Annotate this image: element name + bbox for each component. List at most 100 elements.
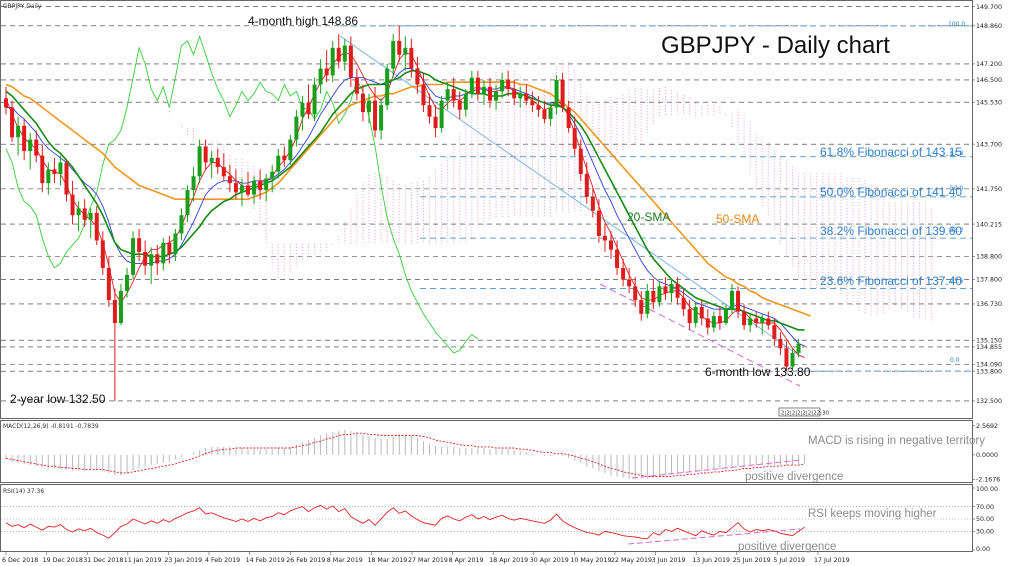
price-tick-label: 136.730 bbox=[976, 301, 1002, 308]
price-tick-label: 147.200 bbox=[976, 61, 1002, 68]
candle-body bbox=[112, 300, 117, 323]
candle-body bbox=[233, 183, 238, 193]
candle-body bbox=[560, 79, 565, 108]
candle-body bbox=[790, 352, 795, 367]
annotation-50-sma: 50-SMA bbox=[716, 212, 759, 226]
candle-body bbox=[10, 107, 15, 138]
fib-tag-23-6: 23.6 bbox=[950, 278, 964, 285]
price-tick-label: 135.150 bbox=[976, 337, 1002, 344]
rsi-axis: 100.00 70.00 50.00 30.00 0.00 bbox=[972, 486, 998, 553]
candle-body bbox=[675, 284, 680, 298]
annotation-20-sma: 20-SMA bbox=[627, 210, 670, 224]
candle-body bbox=[379, 105, 384, 131]
candle-body bbox=[167, 242, 172, 255]
fib-label-38-2: 38.2% Fibonacci of 139.60 bbox=[820, 224, 962, 238]
candle-body bbox=[421, 84, 426, 106]
candle-body bbox=[227, 176, 232, 184]
candle-body bbox=[100, 240, 105, 268]
candle-body bbox=[58, 162, 63, 174]
fibonacci-lines bbox=[340, 25, 972, 372]
candle-body bbox=[602, 235, 607, 241]
candle-body bbox=[173, 233, 178, 255]
candle-body bbox=[40, 155, 45, 184]
candle-body bbox=[373, 100, 378, 131]
candle-body bbox=[94, 212, 99, 241]
macd-annotation: MACD is rising in negative territory bbox=[808, 435, 985, 447]
candle-body bbox=[518, 93, 523, 99]
rsi-divergence-line bbox=[627, 528, 801, 545]
candle-body bbox=[22, 125, 27, 152]
candle-body bbox=[506, 79, 511, 90]
date-tick-label: 11 Jan 2019 bbox=[124, 557, 162, 564]
candle-body bbox=[52, 169, 57, 174]
candle-body bbox=[191, 176, 196, 191]
fib-tag-0: 0.0 bbox=[950, 357, 960, 364]
candle-body bbox=[397, 40, 402, 55]
rsi-tick-label: 100.00 bbox=[976, 486, 998, 493]
candle-body bbox=[276, 155, 281, 172]
date-tick-label: 6 Dec 2018 bbox=[2, 557, 38, 564]
time-marker-label: 2|2|2|2|2|2|22:30 bbox=[781, 411, 829, 417]
price-tick-label: 141.750 bbox=[976, 186, 1002, 193]
date-tick-label: 23 Jan 2019 bbox=[164, 557, 202, 564]
candle-body bbox=[179, 215, 184, 234]
candle-body bbox=[252, 180, 257, 195]
fib-label-23-6: 23.6% Fibonacci of 137.40 bbox=[820, 274, 962, 288]
candle-body bbox=[118, 290, 123, 323]
candle-body bbox=[705, 318, 710, 328]
candle-body bbox=[463, 93, 468, 110]
candle-body bbox=[687, 309, 692, 323]
candle-body bbox=[548, 107, 553, 119]
candle-body bbox=[209, 157, 214, 163]
instrument-label: GBPJPY,Daily bbox=[3, 3, 42, 10]
candle-body bbox=[639, 300, 644, 314]
candle-body bbox=[391, 40, 396, 69]
date-tick-label: 17 Jul 2019 bbox=[814, 557, 850, 564]
macd-label: MACD(12,26,9) -0.8191 -0.7839 bbox=[3, 423, 99, 430]
date-tick-label: 8 Mar 2019 bbox=[327, 557, 363, 564]
candle-body bbox=[590, 196, 595, 211]
price-tick-label: 149.700 bbox=[976, 4, 1002, 11]
date-tick-label: 31 Dec 2018 bbox=[83, 557, 123, 564]
price-tick-label: 148.860 bbox=[976, 23, 1002, 30]
date-tick-label: 14 Feb 2019 bbox=[246, 557, 285, 564]
candle-body bbox=[197, 146, 202, 177]
fib-label-61-8: 61.8% Fibonacci of 143.15 bbox=[820, 145, 962, 159]
candle-body bbox=[657, 286, 662, 303]
candle-body bbox=[294, 116, 299, 140]
date-tick-label: 18 Apr 2019 bbox=[489, 557, 528, 564]
candle-body bbox=[288, 139, 293, 161]
date-tick-label: 3 Jun 2019 bbox=[652, 557, 686, 564]
candle-body bbox=[64, 162, 69, 195]
candle-body bbox=[149, 254, 154, 266]
candle-body bbox=[494, 91, 499, 101]
candle-body bbox=[143, 251, 148, 266]
candle-body bbox=[736, 290, 741, 312]
date-tick-label: 22 May 2019 bbox=[611, 557, 652, 564]
fib-tag-50-0: 50.0 bbox=[950, 185, 964, 192]
price-tick-label: 145.530 bbox=[976, 99, 1002, 106]
candle-body bbox=[723, 309, 728, 323]
candle-body bbox=[530, 100, 535, 106]
candle-body bbox=[699, 306, 704, 319]
candle-body bbox=[161, 242, 166, 264]
candle-body bbox=[88, 212, 93, 220]
candle-body bbox=[596, 210, 601, 236]
candle-body bbox=[778, 339, 783, 349]
candle-body bbox=[796, 343, 801, 353]
sma50-line bbox=[5, 81, 811, 317]
fib-tag-100: 100.0 bbox=[948, 21, 965, 28]
price-tick-label: 143.700 bbox=[976, 141, 1002, 148]
candle-body bbox=[385, 68, 390, 106]
macd-tick-label: -2.1676 bbox=[976, 477, 1000, 484]
candle-body bbox=[46, 169, 51, 184]
candle-body bbox=[451, 89, 456, 101]
candle-body bbox=[106, 267, 111, 301]
macd-tick-label: 2.5692 bbox=[976, 423, 998, 430]
candle-body bbox=[70, 194, 75, 216]
candle-body bbox=[748, 318, 753, 326]
candle-body bbox=[203, 146, 208, 163]
candle-body bbox=[367, 100, 371, 113]
candle-body bbox=[318, 68, 323, 85]
candle-body bbox=[554, 79, 559, 108]
